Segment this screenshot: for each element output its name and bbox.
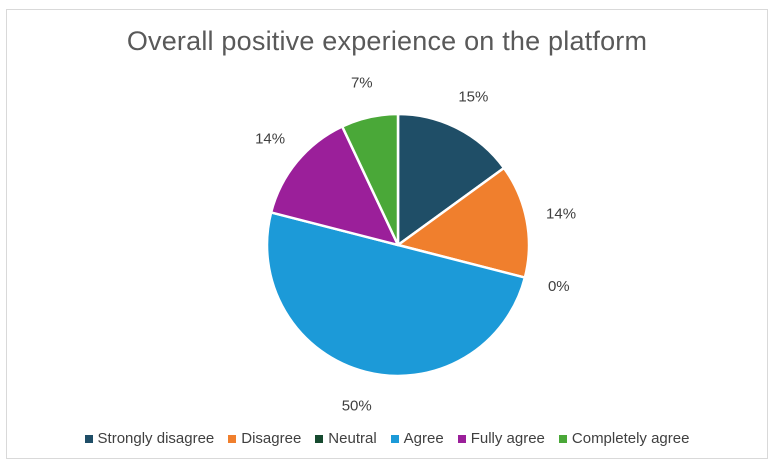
legend-swatch — [558, 434, 567, 443]
legend-label: Fully agree — [470, 430, 545, 447]
legend-label: Completely agree — [571, 430, 690, 447]
data-label-completely-agree: 7% — [351, 74, 373, 91]
pie-slice-completely-agree — [340, 112, 400, 247]
data-label-agree: 50% — [342, 397, 372, 414]
pie-slice-agree — [265, 211, 527, 377]
legend-label: Neutral — [328, 430, 377, 447]
legend-item-agree: Agree — [390, 430, 444, 447]
legend-swatch — [457, 434, 466, 443]
legend-item-strongly-disagree: Strongly disagree — [84, 430, 215, 447]
legend-item-fully-agree: Fully agree — [457, 430, 545, 447]
legend-label: Strongly disagree — [97, 430, 215, 447]
data-label-disagree: 14% — [546, 205, 576, 222]
data-label-fully-agree: 14% — [255, 131, 285, 148]
legend-item-completely-agree: Completely agree — [558, 430, 690, 447]
legend-item-disagree: Disagree — [228, 430, 301, 447]
legend-swatch — [390, 434, 399, 443]
legend-swatch — [84, 434, 93, 443]
pie-slice-strongly-disagree — [396, 112, 506, 247]
legend-label: Disagree — [241, 430, 302, 447]
legend-label: Agree — [403, 430, 444, 447]
legend-item-neutral: Neutral — [315, 430, 377, 447]
chart-legend: Strongly disagree Disagree Neutral Agree Ful… — [0, 430, 774, 447]
legend-swatch — [315, 434, 324, 443]
pie-slice-disagree — [396, 166, 531, 279]
pie-slice-fully-agree — [269, 125, 400, 247]
data-label-neutral: 0% — [548, 278, 570, 295]
chart-title: Overall positive experience on the platf… — [126, 26, 648, 56]
legend-swatch — [228, 434, 237, 443]
data-label-strongly-disagree: 15% — [458, 89, 488, 106]
